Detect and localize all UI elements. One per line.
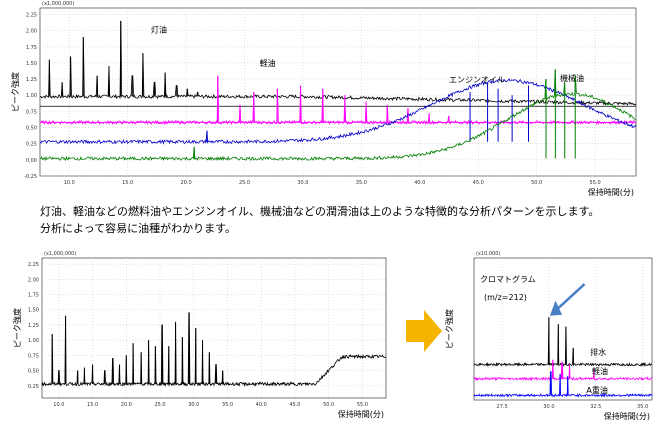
y-tick-label: 2.00	[28, 277, 39, 283]
x-tick-label: 50.0	[531, 180, 542, 186]
y-tick-label: 0.25	[26, 142, 37, 148]
y-tick-label: 0.75	[26, 109, 37, 115]
y-tick-label: 0.50	[26, 126, 37, 132]
x-tick-label: 35.0	[222, 402, 233, 408]
y-tick-label: 1.50	[28, 308, 39, 314]
x-tick-label: 35.0	[356, 180, 367, 186]
x-tick-label: 25.0	[239, 180, 250, 186]
series-line	[41, 312, 387, 387]
right-arrow	[406, 310, 442, 352]
series-label: 機械油	[560, 73, 584, 83]
right-arrow-shape	[406, 310, 442, 352]
x-tick-label: 15.0	[87, 402, 98, 408]
y-tick-label: -0.25	[24, 174, 37, 180]
y-tick-label: 0.00	[26, 158, 37, 164]
x-axis-label: 保持時間(分)	[588, 187, 634, 197]
x-tick-label: 15.0	[122, 180, 133, 186]
caption-line-1: 灯油、軽油などの燃料油やエンジンオイル、機械油などの潤滑油は上のような特徴的な分…	[40, 205, 600, 218]
caption: 灯油、軽油などの燃料油やエンジンオイル、機械油などの潤滑油は上のような特徴的な分…	[40, 203, 640, 237]
y-axis-label: ピーク強度	[444, 309, 454, 349]
series-label: 排水	[590, 347, 606, 357]
series-line	[39, 78, 637, 145]
x-tick-label: 55.0	[590, 180, 601, 186]
y-tick-label: 1.25	[28, 323, 39, 329]
y-tick-label: 2.25	[26, 12, 37, 18]
y-axis-label: ピーク強度	[12, 308, 22, 348]
caption-line-2: 分析によって容易に油種がわかります。	[40, 222, 237, 235]
scale-label: (x1,000,000)	[44, 251, 76, 257]
y-tick-label: 0.75	[28, 353, 39, 359]
x-tick-label: 30.0	[543, 404, 554, 410]
y-tick-label: 0.50	[28, 369, 39, 375]
chart-title: クロマトグラム	[480, 274, 536, 284]
x-tick-label: 45.0	[473, 180, 484, 186]
x-tick-label: 32.5	[590, 404, 601, 410]
plot-frame	[41, 257, 387, 399]
x-tick-label: 20.0	[121, 402, 132, 408]
y-tick-label: 2.00	[26, 29, 37, 35]
x-tick-label: 27.5	[497, 404, 508, 410]
scale-label: (x10,000)	[476, 251, 500, 257]
x-tick-label: 50.0	[323, 402, 334, 408]
x-axis-label: 保持時間(分)	[604, 411, 650, 421]
series-label: 軽油	[260, 58, 276, 68]
chart-bottom-left: 0.25 0.50 0.75 1.00 1.25 1.50 1.75 2.00 2.25 10.0…	[12, 251, 387, 419]
series-line	[473, 359, 652, 382]
callout-arrowhead	[549, 300, 563, 316]
x-tick-label: 40.0	[256, 402, 267, 408]
chart-top: -0.25 0.00 0.25 0.50 0.75 1.00 1.25 1.50 1.75 2.0…	[10, 1, 637, 197]
series-label: 軽油	[592, 366, 608, 376]
y-tick-label: 2.25	[28, 262, 39, 268]
series-line	[473, 317, 653, 368]
y-tick-label: 1.00	[28, 338, 39, 344]
x-tick-label: 35.0	[637, 404, 648, 410]
chart-subtitle: (m/z=212)	[484, 293, 527, 302]
series-label: 灯油	[151, 25, 167, 35]
x-tick-label: 10.0	[64, 180, 75, 186]
y-tick-label: 0.25	[28, 384, 39, 390]
series-label: エンジンオイル	[449, 75, 505, 84]
y-tick-label: 1.25	[26, 77, 37, 83]
x-tick-label: 20.0	[181, 180, 192, 186]
y-tick-label: 1.75	[28, 293, 39, 299]
x-tick-label: 10.0	[53, 402, 64, 408]
series-line	[39, 75, 637, 126]
y-tick-label: 1.50	[26, 61, 37, 67]
series-label: A重油	[586, 385, 607, 395]
series-line	[39, 69, 637, 162]
scale-label: (x1,000,000)	[42, 1, 74, 7]
x-tick-label: 30.0	[188, 402, 199, 408]
series-line	[39, 20, 637, 106]
x-tick-label: 45.0	[289, 402, 300, 408]
y-tick-label: 1.75	[26, 45, 37, 51]
x-axis-label: 保持時間(分)	[338, 409, 384, 419]
x-tick-label: 40.0	[414, 180, 425, 186]
y-axis-label: ピーク強度	[10, 72, 20, 112]
x-tick-label: 55.0	[357, 402, 368, 408]
series-line	[473, 371, 653, 398]
x-tick-label: 30.0	[297, 180, 308, 186]
y-tick-label: 1.00	[26, 93, 37, 99]
x-tick-label: 25.0	[154, 402, 165, 408]
